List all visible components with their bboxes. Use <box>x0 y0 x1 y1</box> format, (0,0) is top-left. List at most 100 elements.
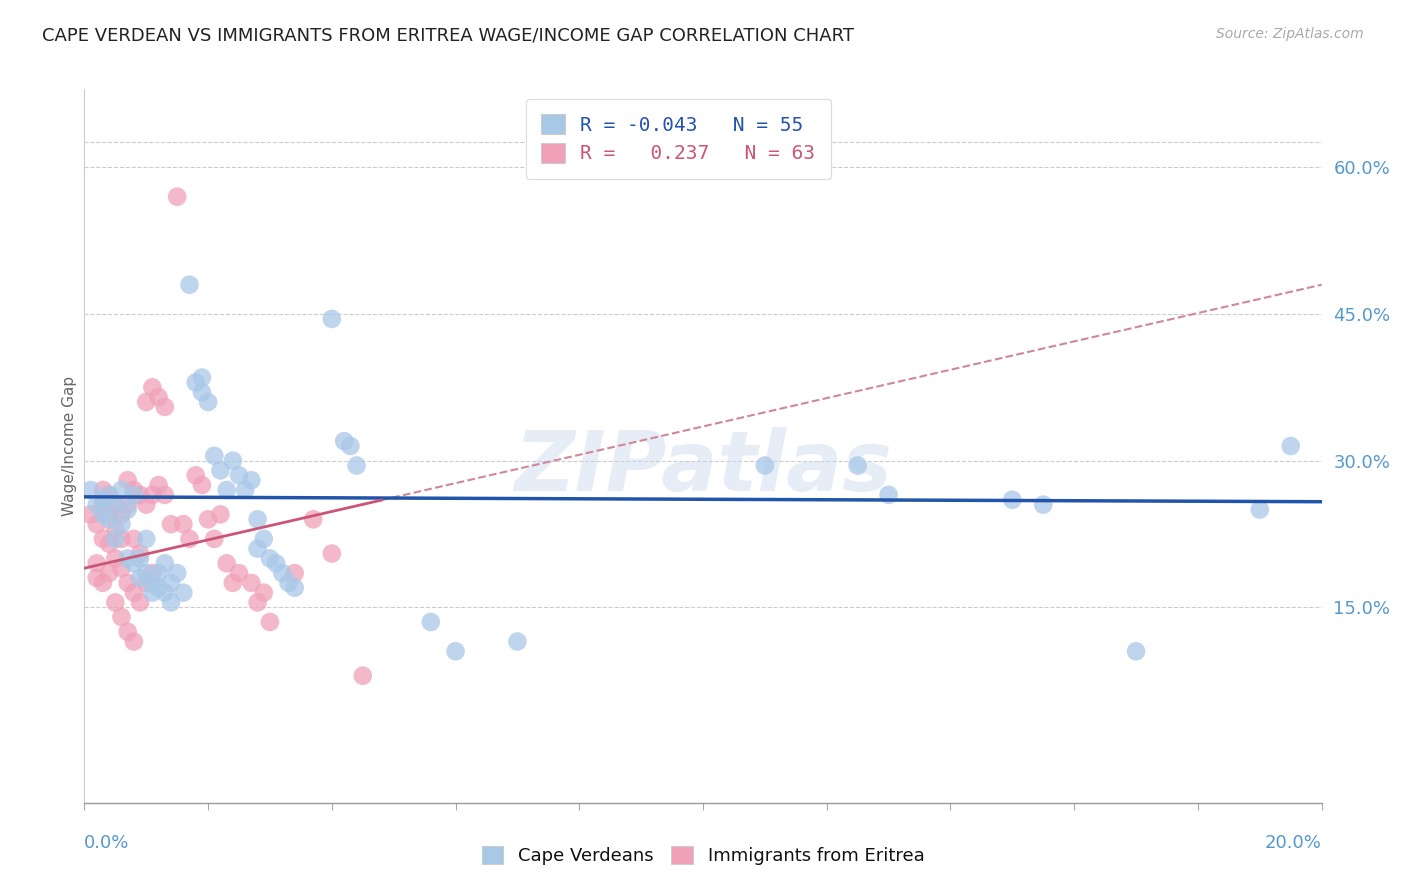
Point <box>160 517 183 532</box>
Point <box>202 532 225 546</box>
Point <box>191 370 214 384</box>
Point <box>202 449 225 463</box>
Point <box>91 532 114 546</box>
Point <box>110 561 132 575</box>
Point <box>444 644 467 658</box>
Point <box>302 512 325 526</box>
Point <box>184 376 207 390</box>
Point <box>240 575 263 590</box>
Point <box>122 532 145 546</box>
Point <box>141 575 163 590</box>
Point <box>117 575 139 590</box>
Point <box>191 385 214 400</box>
Point <box>141 566 163 580</box>
Point <box>240 473 263 487</box>
Point <box>122 488 145 502</box>
Point <box>110 483 132 497</box>
Point <box>135 575 157 590</box>
Point <box>284 566 307 580</box>
Point <box>110 532 132 546</box>
Point <box>117 624 139 639</box>
Point <box>117 502 139 516</box>
Point <box>110 508 132 522</box>
Point <box>179 532 201 546</box>
Point <box>129 488 152 502</box>
Point <box>135 532 157 546</box>
Point <box>153 488 176 502</box>
Point <box>135 498 157 512</box>
Point <box>129 571 152 585</box>
Point <box>104 595 127 609</box>
Point <box>877 488 900 502</box>
Point <box>228 468 250 483</box>
Point <box>166 566 188 580</box>
Point <box>122 557 145 571</box>
Point <box>117 551 139 566</box>
Point <box>215 557 238 571</box>
Point <box>246 541 269 556</box>
Point <box>253 585 276 599</box>
Point <box>98 488 121 502</box>
Point <box>1279 439 1302 453</box>
Point <box>104 498 127 512</box>
Point <box>197 395 219 409</box>
Point <box>117 473 139 487</box>
Point <box>129 547 152 561</box>
Text: 20.0%: 20.0% <box>1265 834 1322 852</box>
Point <box>346 458 368 473</box>
Point <box>333 434 356 449</box>
Point <box>209 463 232 477</box>
Point <box>166 190 188 204</box>
Point <box>122 634 145 648</box>
Point <box>352 669 374 683</box>
Point <box>129 551 152 566</box>
Point <box>153 585 176 599</box>
Point <box>91 508 114 522</box>
Point <box>86 498 108 512</box>
Point <box>253 532 276 546</box>
Point <box>86 517 108 532</box>
Point <box>110 517 132 532</box>
Point <box>86 557 108 571</box>
Point <box>98 537 121 551</box>
Point <box>179 277 201 292</box>
Y-axis label: Wage/Income Gap: Wage/Income Gap <box>62 376 77 516</box>
Point <box>222 453 245 467</box>
Point <box>284 581 307 595</box>
Legend: Cape Verdeans, Immigrants from Eritrea: Cape Verdeans, Immigrants from Eritrea <box>472 837 934 874</box>
Point <box>246 595 269 609</box>
Point <box>79 483 101 497</box>
Point <box>246 512 269 526</box>
Text: Source: ZipAtlas.com: Source: ZipAtlas.com <box>1216 27 1364 41</box>
Point <box>233 483 256 497</box>
Point <box>135 395 157 409</box>
Text: ZIPatlas: ZIPatlas <box>515 427 891 508</box>
Point <box>110 610 132 624</box>
Point <box>1125 644 1147 658</box>
Point <box>104 498 127 512</box>
Point <box>148 566 170 580</box>
Legend: R = -0.043   N = 55, R =   0.237   N = 63: R = -0.043 N = 55, R = 0.237 N = 63 <box>526 99 831 179</box>
Point <box>153 400 176 414</box>
Point <box>259 551 281 566</box>
Point <box>754 458 776 473</box>
Point <box>91 483 114 497</box>
Point <box>129 595 152 609</box>
Point <box>228 566 250 580</box>
Point <box>86 571 108 585</box>
Point <box>321 547 343 561</box>
Point <box>122 585 145 599</box>
Point <box>160 575 183 590</box>
Point <box>215 483 238 497</box>
Point <box>148 390 170 404</box>
Point <box>277 575 299 590</box>
Point <box>117 498 139 512</box>
Point <box>141 380 163 394</box>
Point <box>104 522 127 536</box>
Point <box>98 488 121 502</box>
Point <box>141 585 163 599</box>
Point <box>104 551 127 566</box>
Point <box>79 508 101 522</box>
Point <box>104 532 127 546</box>
Point <box>506 634 529 648</box>
